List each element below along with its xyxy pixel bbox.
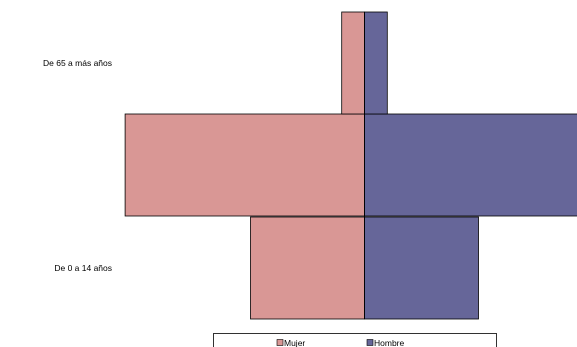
legend: Mujer Hombre bbox=[213, 333, 497, 347]
category-label-0: De 0 a 14 años bbox=[54, 263, 112, 273]
bar-mujer-1 bbox=[124, 113, 365, 217]
legend-label-mujer: Mujer bbox=[284, 338, 305, 347]
legend-swatch-hombre bbox=[366, 339, 374, 346]
bar-hombre-0 bbox=[364, 216, 479, 320]
category-label-2: De 65 a más años bbox=[43, 58, 112, 68]
legend-swatch-mujer bbox=[276, 339, 284, 346]
bar-mujer-2 bbox=[341, 11, 365, 115]
category-labels: De 0 a 14 años De 65 a más años bbox=[43, 58, 112, 273]
bar-mujer-0 bbox=[250, 216, 365, 320]
bars-group bbox=[124, 11, 577, 320]
bar-hombre-1 bbox=[364, 113, 577, 217]
legend-box bbox=[213, 333, 497, 347]
bar-hombre-2 bbox=[364, 11, 388, 115]
legend-label-hombre: Hombre bbox=[374, 338, 405, 347]
